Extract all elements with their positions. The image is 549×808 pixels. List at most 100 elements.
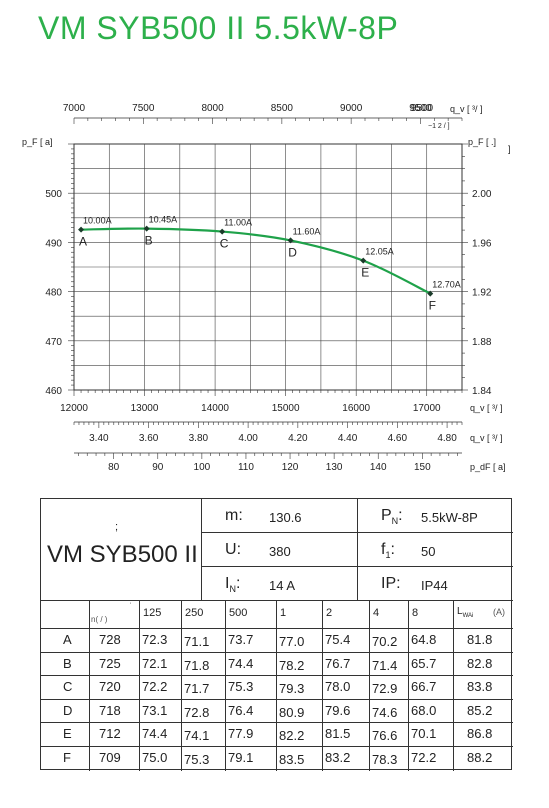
divider bbox=[139, 600, 140, 771]
param-value-m: 130.6 bbox=[269, 510, 302, 525]
row-label-f: F bbox=[63, 749, 71, 765]
row-rpm: 728 bbox=[99, 632, 121, 647]
row-lwa: 82.8 bbox=[467, 655, 493, 671]
row-lwa: 88.2 bbox=[467, 749, 493, 765]
tick-label-pressure2: 90 bbox=[152, 462, 164, 473]
row-value: 81.5 bbox=[325, 726, 351, 741]
row-label-a: A bbox=[63, 632, 72, 647]
row-rpm: 725 bbox=[99, 655, 121, 671]
tick-label-flow-top: 9500 bbox=[411, 103, 434, 114]
row-label-d: D bbox=[63, 702, 73, 718]
row-value: 74.1 bbox=[184, 728, 210, 743]
tick-label-flow-top: 9500 bbox=[409, 103, 432, 114]
row-rpm: 709 bbox=[99, 749, 121, 765]
axis-label-pressure-right-sub: ] bbox=[508, 144, 511, 154]
row-value: 71.8 bbox=[184, 657, 210, 673]
divider bbox=[41, 675, 513, 676]
divider bbox=[322, 600, 323, 771]
tick-label-pressure-left: 490 bbox=[45, 238, 62, 249]
row-value: 71.4 bbox=[372, 657, 398, 673]
param-key-p: PN: bbox=[381, 507, 403, 526]
current-label-a: 10.00A bbox=[83, 216, 112, 226]
tick-label-flow-bottom: 15000 bbox=[272, 403, 300, 414]
lwa-subscript: WAi bbox=[462, 613, 474, 619]
param-symbol: m bbox=[225, 507, 239, 524]
divider bbox=[41, 600, 513, 601]
row-value: 83.5 bbox=[279, 751, 305, 767]
row-value: 72.8 bbox=[184, 704, 210, 720]
current-label-c: 11.00A bbox=[224, 218, 252, 228]
tick-label-pressure-left: 500 bbox=[45, 189, 62, 200]
row-value: 80.9 bbox=[279, 704, 305, 720]
tick-label-pressure2: 110 bbox=[238, 462, 254, 473]
row-value: 77.0 bbox=[279, 634, 305, 649]
tick-label-flow-top: 8000 bbox=[201, 103, 224, 114]
tick-label-flow2: 4.00 bbox=[238, 433, 258, 444]
tick-label-pressure-left: 460 bbox=[45, 386, 62, 397]
data-point-a bbox=[78, 226, 85, 233]
row-value: 74.6 bbox=[372, 704, 398, 720]
tick-label-pressure-left: 470 bbox=[45, 337, 62, 348]
axis-label-flow-top: q_v [ ³/ ] bbox=[450, 104, 483, 114]
model-mark: ; bbox=[115, 521, 119, 533]
tick-label-pressure-right: 1.84 bbox=[472, 386, 492, 397]
row-lwa: 81.8 bbox=[467, 632, 493, 647]
row-value: 76.4 bbox=[228, 702, 254, 718]
param-separator: : bbox=[236, 541, 242, 558]
tick-label-flow-bottom: 12000 bbox=[60, 403, 88, 414]
row-value: 70.1 bbox=[411, 726, 437, 741]
param-separator: : bbox=[238, 507, 243, 524]
axis-label-pressure2: p_dF [ a] bbox=[470, 462, 506, 472]
freq-header-500: 500 bbox=[229, 607, 248, 619]
lwa-unit: (A) bbox=[493, 607, 505, 617]
param-key-ip: IP: bbox=[381, 575, 401, 593]
row-value: 74.4 bbox=[228, 655, 254, 671]
point-label-f: F bbox=[429, 299, 436, 313]
row-value: 77.9 bbox=[228, 726, 254, 741]
row-lwa: 83.8 bbox=[467, 679, 493, 694]
freq-header-4: 4 bbox=[373, 607, 380, 619]
tick-label-pressure-right: 1.88 bbox=[472, 337, 492, 348]
row-value: 76.6 bbox=[372, 728, 398, 743]
row-value: 78.3 bbox=[372, 751, 398, 767]
data-point-c bbox=[219, 228, 226, 235]
divider bbox=[201, 499, 202, 600]
axis-label-pressure-right: p_F [ .] bbox=[468, 137, 496, 147]
param-key-i: IN: bbox=[225, 575, 240, 594]
axis-label-pressure-left: p_F [ a] bbox=[22, 137, 53, 147]
param-value-p: 5.5kW-8P bbox=[421, 510, 478, 525]
axis-label-flow-top-sub: −1 2 / ] bbox=[428, 123, 450, 130]
row-label-c: C bbox=[63, 679, 73, 694]
point-label-c: C bbox=[220, 237, 229, 251]
point-label-d: D bbox=[288, 245, 297, 259]
axis-label-flow-bottom: q_v [ ³/ ] bbox=[470, 403, 503, 413]
param-symbol: U bbox=[225, 541, 237, 558]
divider bbox=[357, 499, 358, 600]
tick-label-pressure2: 140 bbox=[370, 462, 387, 473]
row-value: 79.1 bbox=[228, 749, 254, 765]
row-value: 76.7 bbox=[325, 655, 351, 671]
tick-label-flow2: 4.60 bbox=[388, 433, 408, 444]
row-value: 72.1 bbox=[142, 655, 168, 671]
param-separator: : bbox=[398, 507, 403, 524]
row-value: 78.2 bbox=[279, 657, 305, 673]
tick-label-pressure-right: 1.92 bbox=[472, 288, 492, 299]
point-label-b: B bbox=[145, 234, 153, 248]
tick-label-pressure2: 80 bbox=[108, 462, 120, 473]
row-value: 75.0 bbox=[142, 749, 168, 765]
tick-label-flow-top: 7000 bbox=[63, 103, 86, 114]
performance-curve bbox=[81, 227, 431, 295]
tick-label-flow2: 3.80 bbox=[189, 433, 209, 444]
row-value: 78.0 bbox=[325, 679, 351, 694]
row-value: 83.2 bbox=[325, 749, 351, 765]
divider bbox=[201, 566, 513, 567]
row-rpm: 720 bbox=[99, 679, 121, 694]
tick-label-flow-bottom: 16000 bbox=[342, 403, 370, 414]
param-value-u: 380 bbox=[269, 544, 291, 559]
param-key-u: U: bbox=[225, 541, 241, 559]
divider bbox=[41, 722, 513, 723]
divider bbox=[201, 532, 513, 533]
divider bbox=[41, 745, 513, 747]
lwa-header: LWAi bbox=[457, 606, 474, 619]
page-title: VM SYB500 II 5.5kW-8P bbox=[38, 10, 399, 46]
